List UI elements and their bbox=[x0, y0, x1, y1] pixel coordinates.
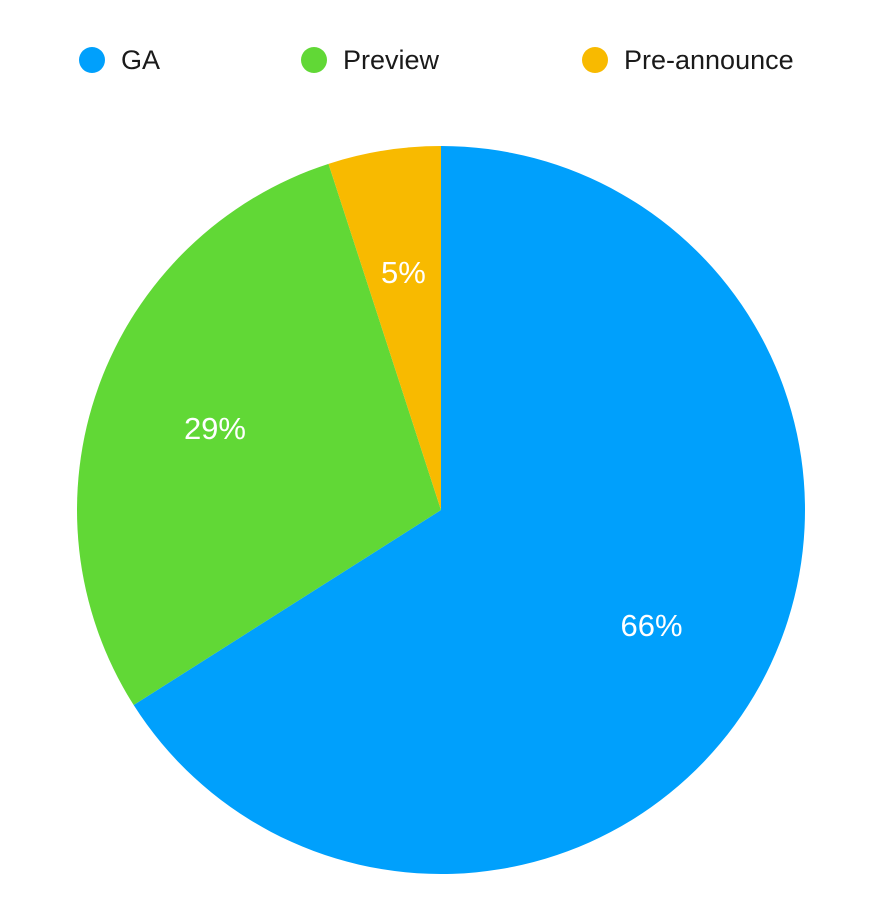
data-label-preview: 29% bbox=[184, 411, 246, 446]
legend-label-preview: Preview bbox=[343, 44, 440, 75]
legend-swatch-preview bbox=[301, 47, 327, 73]
legend-label-pre-announce: Pre-announce bbox=[624, 44, 794, 75]
pie-slice-preview bbox=[76, 163, 442, 706]
legend-label-ga: GA bbox=[121, 44, 161, 75]
pie-slice-ga bbox=[133, 146, 806, 874]
legend-item-preview: Preview bbox=[301, 40, 439, 80]
pie-slice-pre-announce bbox=[328, 146, 441, 510]
legend-item-ga: GA bbox=[79, 40, 160, 80]
data-label-pre-announce: 5% bbox=[381, 255, 426, 290]
legend-swatch-ga bbox=[79, 47, 105, 73]
chart-legend: GA Preview Pre-announce bbox=[0, 40, 885, 80]
data-label-ga: 66% bbox=[621, 608, 683, 643]
legend-swatch-pre-announce bbox=[582, 47, 608, 73]
legend-item-pre-announce: Pre-announce bbox=[582, 40, 794, 80]
